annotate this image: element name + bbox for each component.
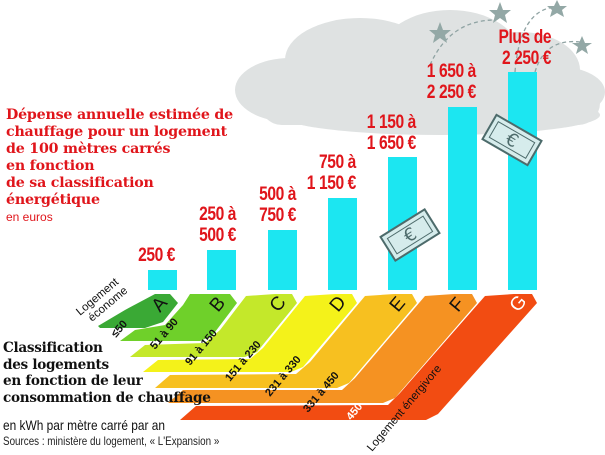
banknote-icons: € € bbox=[379, 113, 543, 263]
star-icons bbox=[429, 0, 592, 54]
bar-C bbox=[268, 230, 297, 290]
bar-label-B: 250 à 500 € bbox=[199, 204, 236, 246]
band-B bbox=[120, 294, 237, 341]
bar-label-line: 1 650 à bbox=[426, 61, 477, 82]
sources-note: Sources : ministère du logement, « L'Exp… bbox=[3, 434, 220, 448]
bar-label-line: 250 à bbox=[199, 204, 236, 225]
title-line: énergétique bbox=[6, 192, 100, 208]
title-line: chauffage pour un logement bbox=[6, 124, 227, 140]
title-line: en fonction bbox=[6, 158, 95, 174]
bar-label-line: 1 650 € bbox=[366, 133, 417, 154]
bar-label-line: 1 150 € bbox=[306, 173, 357, 194]
bar-D bbox=[328, 198, 357, 290]
bar-label-line: 750 € bbox=[259, 205, 296, 226]
bar-label-line: 750 à bbox=[319, 152, 356, 173]
bar-label-F: 1 650 à 2 250 € bbox=[426, 61, 477, 103]
bar-A bbox=[148, 270, 177, 290]
bar-label-line: 2 250 € bbox=[501, 48, 552, 69]
title-line: de 100 mètres carrés bbox=[6, 141, 171, 157]
bar-label-A: 250 € bbox=[138, 245, 175, 266]
bar-label-line: 500 à bbox=[259, 184, 296, 205]
bar-label-line: 500 € bbox=[199, 225, 236, 246]
band-D bbox=[143, 294, 357, 372]
bar-G bbox=[508, 72, 537, 290]
bar-label-line: Plus de bbox=[498, 27, 551, 48]
classification-line: des logements bbox=[3, 356, 109, 373]
bar-label-line: 250 € bbox=[138, 245, 175, 266]
chart-unit: en euros bbox=[6, 210, 53, 224]
classification-line: en fonction de leur bbox=[3, 373, 143, 389]
bar-label-line: 1 150 à bbox=[366, 112, 417, 133]
bar-B bbox=[207, 250, 236, 290]
bar-label-G: Plus de 2 250 € bbox=[498, 27, 551, 69]
bar-label-D: 750 à 1 150 € bbox=[306, 152, 357, 194]
chart-title: Dépense annuelle estimée de chauffage po… bbox=[6, 107, 233, 226]
bar-F bbox=[448, 107, 477, 290]
bar-label-C: 500 à 750 € bbox=[259, 184, 296, 226]
bar-label-line: 2 250 € bbox=[426, 82, 477, 103]
band-F bbox=[168, 294, 477, 403]
band-G bbox=[180, 294, 537, 420]
band-C bbox=[130, 294, 297, 357]
title-line: de sa classification bbox=[6, 175, 154, 191]
band-E bbox=[155, 294, 417, 388]
bar-label-E: 1 150 à 1 650 € bbox=[366, 112, 417, 154]
classification-line: consommation de chauffage bbox=[3, 389, 211, 406]
band-A bbox=[98, 294, 178, 328]
classification-unit: en kWh par mètre carré par an bbox=[3, 417, 166, 433]
classification-title: Classification des logements en fonction… bbox=[3, 340, 211, 406]
classification-line: Classification bbox=[3, 340, 103, 356]
title-line: Dépense annuelle estimée de bbox=[6, 107, 233, 123]
